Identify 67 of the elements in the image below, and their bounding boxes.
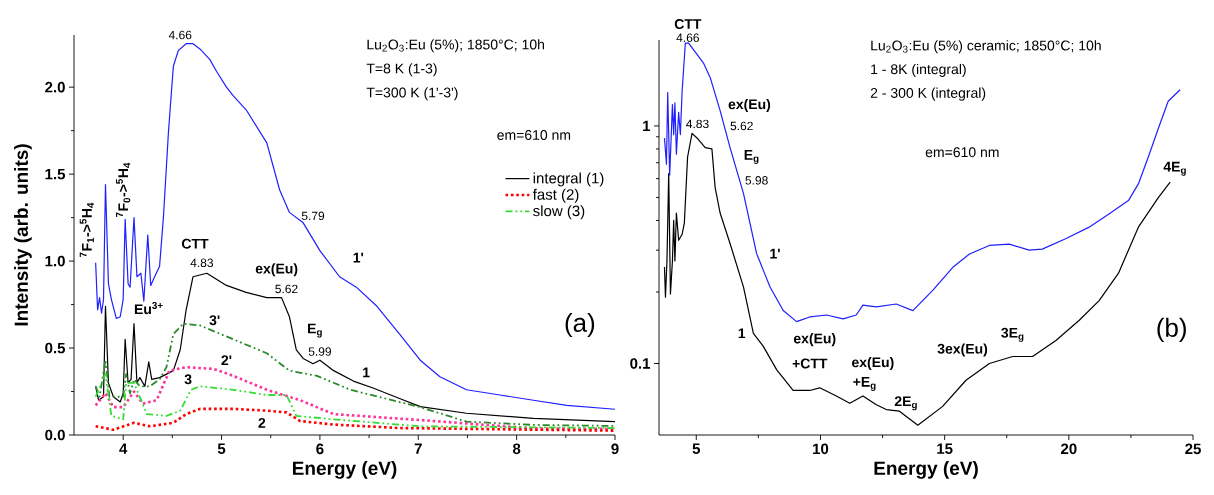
annotation: Lu$_{2}$O$_{3}$:Eu (5%); 1850°C; 10h (367, 39, 545, 53)
annotation: 1' (770, 248, 780, 259)
annotation: 4.66 (676, 33, 699, 42)
annotation: 3ex(Eu) (937, 343, 988, 357)
annotation: 4.66 (168, 30, 192, 40)
annotation: T=8 K (1-3) (366, 63, 437, 77)
x-tick-label: 7 (414, 443, 422, 454)
annotation: E$_{g}$ (308, 323, 322, 338)
annotation: ex(Eu) (255, 263, 298, 277)
annotation: 3 (184, 374, 192, 385)
x-tick-label: 4 (119, 443, 128, 454)
annotation: em=610 nm (497, 130, 571, 140)
y-tick-label: 0.1 (630, 358, 651, 369)
x-axis-title: Energy (eV) (874, 461, 978, 479)
legend-label: slow (3) (533, 205, 585, 220)
annotation: 5.79 (301, 211, 325, 221)
annotation: (a) (565, 312, 595, 338)
annotation: (b) (1157, 317, 1186, 343)
annotation: $^{7}$F$_{0}$->$^{5}$H$_{4}$ (116, 162, 131, 218)
x-tick-label: 9 (611, 443, 619, 455)
annotation: CTT (181, 238, 209, 249)
annotation: 4.83 (190, 258, 214, 268)
annotation: Lu$_{2}$O$_{3}$:Eu (5%) ceramic; 1850°C; 10h (871, 40, 1101, 54)
annotation: 1 - 8K (integral) (871, 63, 966, 77)
annotation: 1' (353, 252, 364, 263)
x-tick-label: 25 (1185, 443, 1201, 455)
annotation: ex(Eu) (793, 333, 836, 347)
y-tick-label: 1.0 (45, 255, 65, 267)
y-tick-label: 1.5 (45, 168, 66, 180)
x-tick-label: 6 (316, 443, 324, 455)
annotation: 2 - 300 K (integral) (870, 87, 986, 101)
x-axis-title: Energy (eV) (292, 461, 397, 479)
annotation: +E$_{g}$ (853, 377, 876, 391)
annotation: 4.83 (686, 119, 709, 129)
annotation: 3E$_{g}$ (1001, 327, 1024, 342)
y-axis-title: Intensity (arb. units) (14, 144, 32, 326)
annotation: em=610 nm (925, 147, 999, 158)
annotation: 3' (209, 315, 220, 326)
annotation: T=300 K (1'-3') (366, 87, 458, 101)
text: CTT (674, 19, 702, 29)
annotation: ex(Eu) (728, 98, 771, 112)
x-tick-label: 5 (692, 443, 701, 454)
y-tick-label: 0.0 (45, 429, 65, 441)
x-tick-label: 15 (937, 443, 953, 454)
annotation: 2E$_{g}$ (894, 396, 917, 411)
y-tick-label: 0.5 (45, 342, 66, 354)
annotation: 5.99 (308, 347, 332, 356)
annotation: E$_{g}$ (744, 150, 759, 164)
annotation: 1 (363, 367, 370, 378)
x-tick-label: 5 (217, 443, 226, 454)
annotation: 5.62 (730, 121, 753, 131)
legend-label: integral (1) (533, 172, 604, 187)
annotation: ex(Eu) (852, 356, 894, 371)
annotation: 2 (258, 417, 266, 428)
x-tick-label: 8 (512, 443, 521, 455)
annotation: 4E$_{g}$ (1163, 161, 1186, 176)
annotation: Eu$^{3+}$ (134, 301, 163, 315)
annotation: 1 (738, 328, 746, 339)
annotation: +CTT (792, 358, 828, 369)
y-tick-label: 2.0 (45, 81, 65, 93)
x-tick-label: 20 (1061, 443, 1077, 455)
annotation: $^{7}$F$_{1}$->$^{5}$H$_{4}$ (79, 202, 94, 258)
annotation: 5.62 (275, 284, 298, 294)
legend-label: fast (2) (532, 188, 579, 203)
annotation: 5.98 (745, 176, 768, 185)
x-tick-label: 10 (813, 443, 829, 455)
annotation: 2' (221, 355, 232, 366)
